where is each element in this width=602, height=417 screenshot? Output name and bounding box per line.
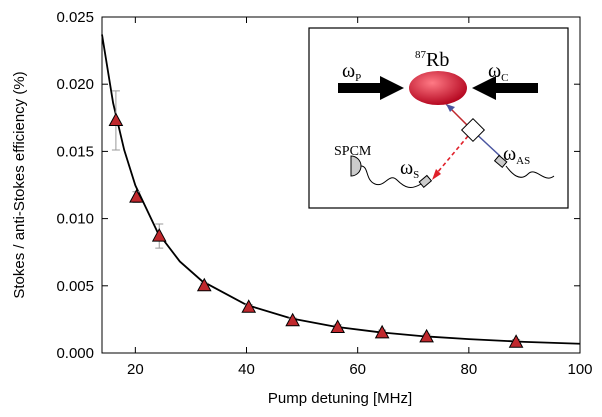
subscript: S — [413, 169, 419, 181]
data-point — [374, 324, 390, 339]
subscript: C — [501, 72, 508, 84]
subscript: P — [355, 72, 361, 84]
beam-splitter — [460, 117, 486, 143]
subscript: AS — [516, 155, 530, 167]
symbol: ω — [488, 60, 501, 82]
element: Rb — [426, 49, 449, 71]
beam-label: ωP — [342, 60, 361, 84]
x-tick-label: 80 — [460, 361, 477, 378]
data-point — [196, 277, 212, 292]
arrow-head — [446, 104, 455, 112]
y-tick-label: 0.010 — [56, 211, 94, 228]
x-axis-label: Pump detuning [MHz] — [268, 390, 412, 407]
data-point — [285, 312, 300, 327]
detector-label: SPCM — [334, 144, 372, 159]
symbol: ω — [400, 157, 413, 179]
atom-label: 87Rb — [415, 49, 449, 71]
data-point — [241, 299, 257, 313]
fiber-coupler — [493, 154, 508, 168]
x-tick-label: 20 — [127, 361, 144, 378]
data-point — [419, 328, 434, 343]
beam-label: ωS — [400, 157, 419, 181]
y-axis-label: Stokes / anti-Stokes efficiency (%) — [11, 71, 28, 298]
fiber — [360, 165, 422, 188]
symbol: ω — [342, 60, 355, 82]
y-tick-label: 0.025 — [56, 9, 94, 26]
fiber — [505, 165, 555, 179]
y-tick-label: 0.015 — [56, 143, 94, 160]
data-point — [108, 112, 124, 126]
x-tick-label: 100 — [567, 361, 592, 378]
pump-arrow — [338, 76, 404, 100]
y-tick-label: 0.020 — [56, 76, 94, 93]
y-tick-label: 0.005 — [56, 278, 94, 295]
stokes-beam — [436, 135, 469, 174]
isotope: 87 — [415, 49, 427, 61]
data-point — [151, 228, 167, 242]
beam-label: ωAS — [503, 143, 530, 167]
coupling-arrow — [472, 76, 538, 100]
arrow-head — [432, 169, 441, 180]
x-tick-label: 40 — [238, 361, 255, 378]
y-tick-label: 0.000 — [56, 345, 94, 362]
symbol: ω — [503, 143, 516, 165]
data-point — [129, 189, 144, 203]
fiber-coupler — [418, 174, 433, 188]
beam-label: ωC — [488, 60, 509, 84]
plot-frame — [101, 16, 581, 354]
atom-cloud — [409, 71, 467, 105]
x-tick-label: 60 — [349, 361, 366, 378]
inset-frame — [308, 27, 569, 209]
data-point — [508, 334, 524, 348]
detector — [350, 155, 362, 177]
data-point — [330, 319, 346, 333]
